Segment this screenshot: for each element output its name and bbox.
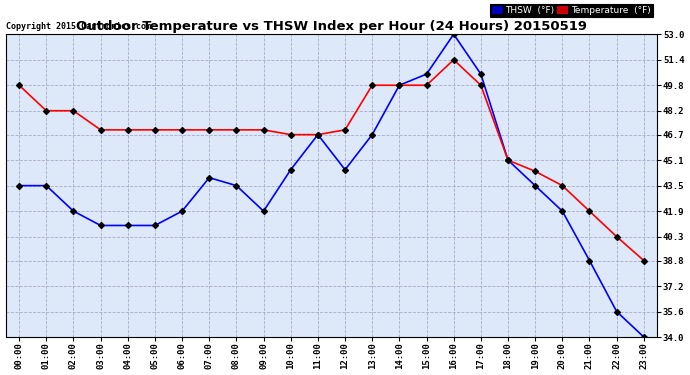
Title: Outdoor Temperature vs THSW Index per Hour (24 Hours) 20150519: Outdoor Temperature vs THSW Index per Ho… [76, 20, 587, 33]
Legend: THSW  (°F), Temperature  (°F): THSW (°F), Temperature (°F) [490, 4, 653, 18]
Text: Copyright 2015 Cartronics.com: Copyright 2015 Cartronics.com [6, 22, 150, 31]
